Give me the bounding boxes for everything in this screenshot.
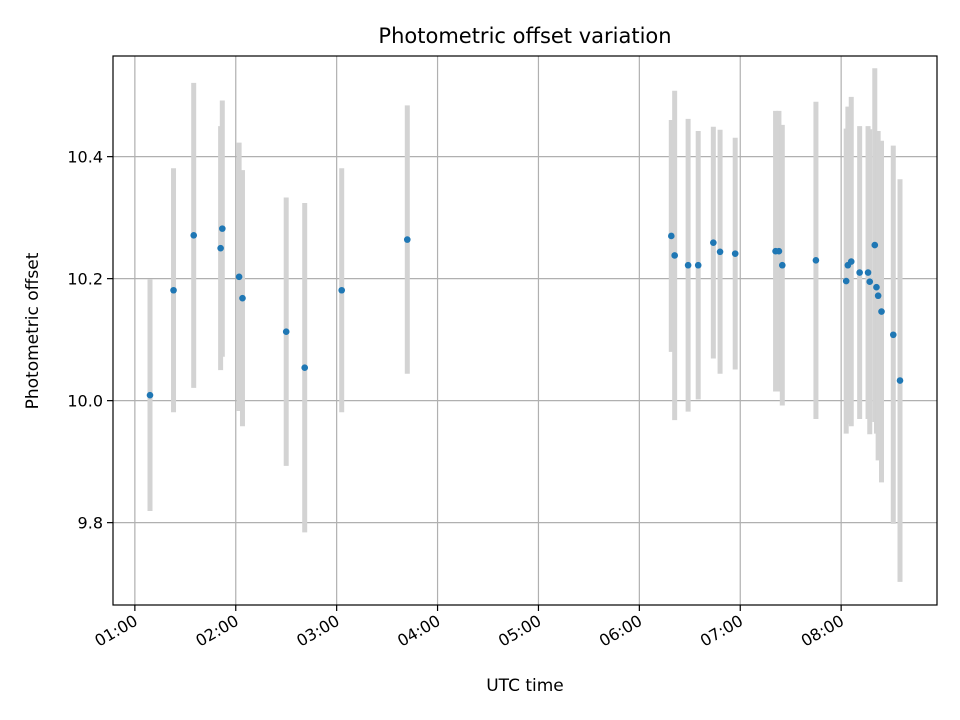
data-point: [684, 261, 692, 269]
data-point: [671, 252, 678, 259]
data-point: [668, 232, 675, 240]
grid: [113, 56, 937, 605]
data-point: [864, 269, 872, 276]
data-point: [219, 225, 226, 232]
data-point: [710, 239, 717, 246]
y-axis: 9.8 10.0 10.2 10.4: [67, 148, 113, 533]
data-point: [282, 328, 290, 336]
data-point: [217, 244, 224, 252]
data-point: [847, 258, 855, 265]
data-point: [812, 257, 820, 264]
data-point: [873, 283, 880, 291]
data-point: [871, 241, 879, 249]
data-point: [842, 277, 850, 285]
data-point: [866, 278, 874, 286]
data-point: [878, 308, 885, 315]
y-axis-title: Photometric offset: [23, 252, 43, 409]
data-point: [731, 250, 739, 257]
data-point: [874, 292, 882, 300]
y-tick-label: 10.0: [67, 392, 103, 411]
plot-frame: [112, 55, 938, 606]
data-points: [146, 225, 904, 399]
y-tick-label: 9.8: [78, 514, 103, 533]
plot-area: [113, 56, 937, 605]
data-point: [235, 273, 243, 281]
x-axis-title: UTC time: [486, 676, 564, 696]
data-point: [778, 261, 786, 269]
data-point: [403, 236, 411, 243]
data-point: [146, 391, 154, 399]
y-tick-label: 10.4: [67, 148, 103, 167]
data-point: [239, 294, 246, 302]
y-tick-label: 10.2: [67, 270, 103, 289]
data-point: [775, 247, 783, 255]
data-point: [301, 364, 309, 372]
data-point: [170, 286, 177, 294]
data-point: [889, 331, 897, 339]
data-point: [856, 269, 863, 276]
data-point: [694, 261, 702, 269]
data-point: [716, 248, 724, 256]
data-point: [896, 377, 904, 384]
data-point: [190, 232, 198, 239]
chart-title: Photometric offset variation: [378, 24, 671, 48]
data-point: [338, 286, 346, 294]
